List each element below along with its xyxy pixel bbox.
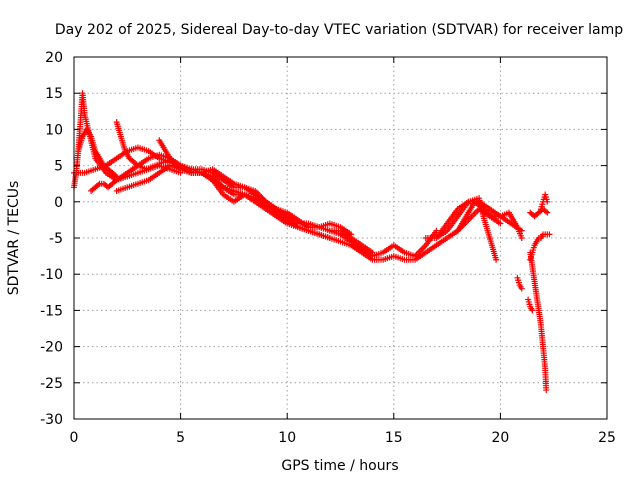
series-arc-11	[433, 195, 500, 263]
x-axis-label: GPS time / hours	[281, 458, 398, 474]
y-tick-label: -15	[40, 303, 63, 319]
y-tick-label: -10	[40, 267, 63, 283]
y-tick-label: -5	[49, 231, 63, 247]
x-tick-labels: 0 5 10 15 20 25	[70, 430, 616, 446]
y-tick-label: 5	[54, 159, 63, 175]
y-tick-label: 0	[54, 195, 63, 211]
x-tick-label: 10	[278, 430, 296, 446]
series-arc-3	[75, 126, 120, 180]
series-arc-12	[454, 198, 525, 241]
data-point	[518, 285, 525, 292]
y-tick-label: 10	[45, 122, 63, 138]
series-arc-7	[156, 137, 248, 198]
series-arc-15	[537, 191, 551, 213]
data-point	[433, 227, 440, 234]
y-tick-label: -30	[40, 412, 63, 428]
series-arc-13	[514, 274, 525, 292]
data-point	[544, 198, 551, 205]
x-tick-label: 0	[70, 430, 79, 446]
data-points	[71, 90, 553, 394]
y-tick-label: 15	[45, 86, 63, 102]
series-arc-6	[88, 162, 184, 194]
data-point	[543, 387, 550, 394]
y-tick-label: -20	[40, 340, 63, 356]
series-arc-17	[527, 249, 550, 394]
x-tick-label: 20	[491, 430, 509, 446]
x-tick-label: 15	[385, 430, 403, 446]
x-tick-label: 5	[176, 430, 185, 446]
x-tick-label: 25	[598, 430, 616, 446]
y-tick-label: -25	[40, 376, 63, 392]
data-point	[544, 209, 551, 216]
y-axis-label: SDTVAR / TECUs	[6, 181, 22, 296]
data-point	[241, 191, 248, 198]
y-tick-labels: -30 -25 -20 -15 -10 -5 0 5 10 15 20	[40, 50, 63, 428]
data-point	[497, 220, 504, 227]
data-point	[529, 307, 536, 314]
series-arc-16	[527, 231, 553, 263]
series-arc-14	[527, 206, 551, 220]
data-point	[493, 256, 500, 263]
grid	[74, 57, 607, 419]
data-point	[546, 231, 553, 238]
series-arc-18	[525, 296, 536, 314]
data-point	[518, 235, 525, 241]
data-point	[348, 231, 355, 238]
axis-ticks	[73, 56, 608, 420]
chart-title: Day 202 of 2025, Sidereal Day-to-day VTE…	[55, 22, 623, 38]
y-tick-label: 20	[45, 50, 63, 66]
